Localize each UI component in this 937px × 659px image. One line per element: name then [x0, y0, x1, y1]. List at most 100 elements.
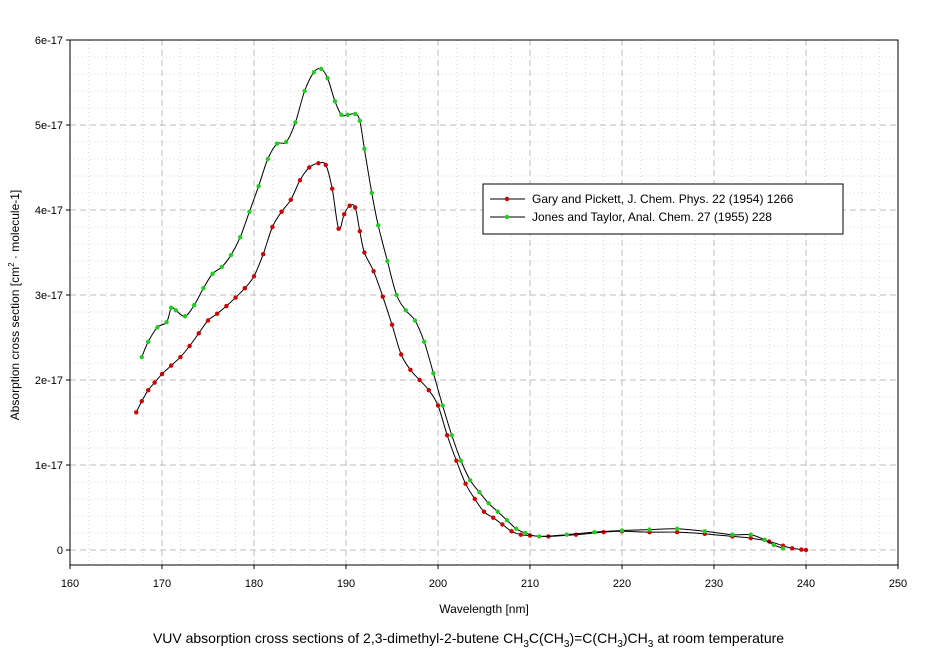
data-point [523, 530, 528, 536]
grid [69, 39, 899, 565]
data-point [256, 184, 261, 189]
data-point [491, 515, 496, 520]
data-point [518, 532, 523, 537]
y-axis-label: Absorption cross section [cm2 · molecule… [7, 190, 22, 421]
x-tick-label: 180 [245, 578, 263, 590]
data-point [297, 178, 303, 183]
data-point [238, 235, 243, 240]
x-axis: 160 170 180 190 200 210 220 230 240 250 [61, 565, 907, 590]
y-axis-label-main: Absorption cross section [cm [8, 267, 22, 420]
data-point [369, 190, 374, 196]
data-point [293, 120, 298, 125]
data-point [187, 343, 192, 349]
data-point [573, 532, 579, 537]
data-point [288, 197, 293, 202]
data-point [201, 286, 206, 291]
series-1 [134, 161, 809, 553]
data-point [146, 339, 151, 344]
data-point [799, 547, 804, 552]
y-tick-label: 0 [57, 545, 63, 557]
caption-subscript: 3 [617, 638, 623, 650]
data-point [302, 88, 307, 94]
legend-box [482, 183, 844, 235]
data-point [702, 529, 707, 534]
data-point [169, 305, 174, 310]
data-point [458, 458, 464, 463]
data-point [399, 352, 404, 357]
data-point [353, 111, 358, 117]
x-tick-label: 190 [337, 578, 355, 590]
data-point [357, 229, 362, 234]
data-point [426, 388, 431, 393]
x-tick-label: 230 [705, 578, 723, 590]
data-point [730, 532, 735, 537]
data-point [592, 529, 597, 535]
data-point [139, 399, 144, 404]
data-point [495, 509, 500, 514]
y-tick-label: 1e-17 [35, 460, 63, 472]
data-point [675, 526, 680, 531]
figure-caption: VUV absorption cross sections of 2,3-dim… [0, 630, 937, 650]
data-point [472, 496, 477, 502]
data-point [771, 542, 776, 548]
data-point [219, 264, 224, 270]
data-point [345, 112, 351, 118]
data-point [279, 209, 284, 214]
y-tick-label: 3e-17 [35, 290, 63, 302]
data-point [417, 377, 422, 383]
y-axis-label-unit: · molecule-1] [8, 190, 22, 263]
data-point [265, 156, 270, 162]
data-point [500, 522, 505, 527]
data-point [790, 546, 795, 551]
data-point [332, 99, 338, 104]
x-tick-label: 200 [429, 578, 447, 590]
data-point [261, 252, 266, 257]
data-point [196, 331, 201, 336]
data-point [339, 112, 344, 118]
data-point [537, 534, 542, 539]
data-point [325, 76, 330, 81]
data-point [385, 258, 390, 264]
data-point [509, 529, 514, 534]
x-tick-label: 250 [889, 578, 907, 590]
data-point [169, 363, 174, 368]
data-point [284, 139, 289, 145]
data-point [228, 252, 234, 258]
data-point [380, 294, 385, 299]
x-tick-label: 220 [613, 578, 631, 590]
data-point [468, 478, 473, 483]
data-point [394, 292, 399, 298]
data-point [146, 388, 151, 393]
x-tick-label: 170 [153, 578, 171, 590]
data-point [316, 161, 321, 166]
data-point [449, 433, 454, 438]
caption-subscript: 3 [563, 638, 570, 650]
data-point [178, 354, 183, 360]
data-point [431, 371, 436, 376]
data-point [601, 529, 606, 535]
data-point [780, 546, 786, 551]
data-point [139, 354, 144, 360]
data-point [647, 527, 652, 532]
series-2 [139, 66, 786, 551]
data-point [347, 203, 352, 208]
data-point [336, 226, 341, 231]
data-point [215, 311, 220, 316]
data-point [155, 325, 160, 330]
data-point [454, 458, 459, 463]
data-point [182, 314, 188, 319]
data-point [564, 532, 569, 537]
data-point [247, 209, 252, 214]
data-point [242, 286, 247, 291]
data-point [330, 186, 335, 191]
data-point [323, 162, 328, 168]
data-point [435, 403, 441, 408]
y-tick-label: 5e-17 [35, 120, 63, 132]
data-point [311, 70, 316, 75]
caption-text: )CH [622, 630, 648, 646]
data-point [408, 367, 413, 372]
caption-text: C(CH [528, 630, 564, 646]
caption-text: )=C(CH [569, 630, 618, 646]
data-point [463, 481, 468, 486]
data-point [477, 490, 482, 495]
